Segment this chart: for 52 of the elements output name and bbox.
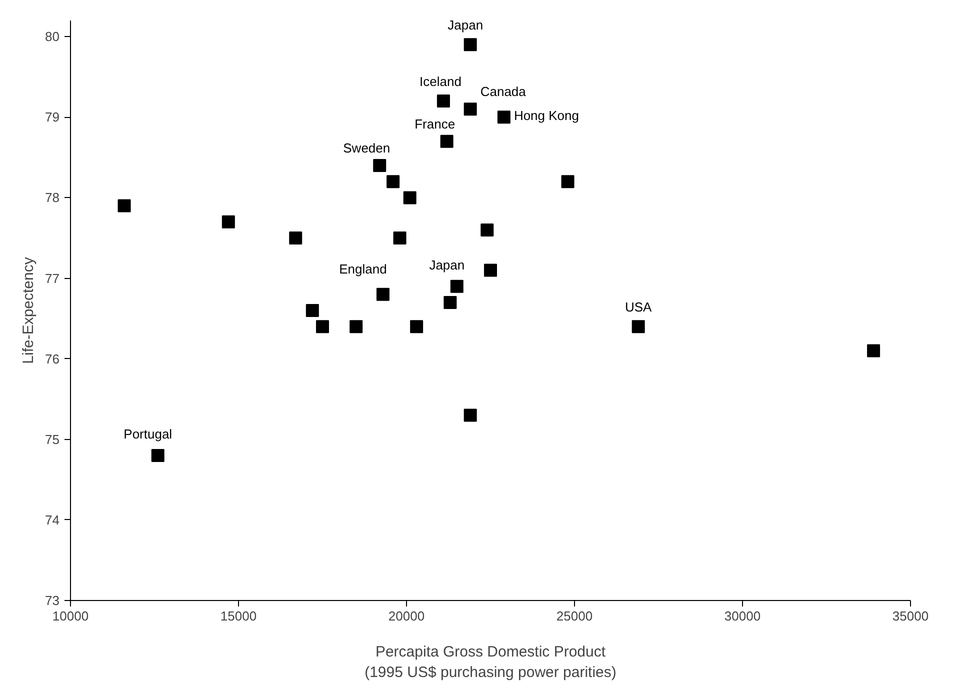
y-tick-label: 78 [45, 190, 60, 206]
point [118, 199, 131, 212]
point [464, 38, 477, 52]
point [306, 304, 319, 317]
x-axis-title: Percapita Gross Domestic Product (1995 US$ purchasing power parities) [364, 644, 616, 681]
annotation: Hong Kong [514, 108, 580, 124]
annotation: Japan [429, 257, 465, 272]
point [561, 175, 574, 188]
point [403, 191, 416, 204]
point [464, 408, 477, 422]
x-tick-label: 10000 [52, 608, 89, 624]
point [222, 215, 235, 228]
point [373, 159, 386, 172]
annotation: France [414, 116, 456, 132]
annotation: Sweden [343, 140, 390, 156]
annotation: Japan [448, 18, 484, 33]
y-tick-label: 76 [45, 351, 60, 366]
point [151, 449, 164, 462]
point [376, 288, 390, 301]
x-tick-label: 20000 [388, 608, 425, 624]
point [497, 110, 510, 124]
point [350, 320, 363, 334]
point [632, 320, 645, 334]
point [386, 175, 400, 188]
point [450, 280, 464, 293]
x-tick-label: 25000 [556, 608, 593, 624]
y-tick-label: 73 [45, 593, 60, 608]
y-axis-title: Life-Expectency [20, 256, 38, 364]
x-tick-label: 15000 [220, 608, 257, 624]
annotation: England [339, 261, 387, 276]
y-tick-label: 77 [45, 270, 60, 286]
x-tick-label: 35000 [892, 608, 929, 624]
annotation: Canada [480, 84, 527, 100]
point [436, 94, 450, 108]
annotation: Iceland [420, 74, 462, 90]
point [480, 223, 494, 236]
y-tick-label: 74 [45, 512, 60, 528]
x-tick-label: 30000 [724, 608, 761, 624]
point [444, 296, 457, 309]
point [316, 320, 329, 334]
point [440, 134, 454, 148]
y-tick-label: 75 [45, 432, 60, 447]
y-tick-label: 80 [45, 29, 60, 44]
point [410, 320, 424, 334]
annotation: USA [624, 300, 652, 315]
point [867, 344, 880, 358]
annotation: Portugal [124, 426, 172, 442]
point [289, 232, 302, 244]
y-tick-label: 79 [45, 110, 60, 125]
point [464, 102, 477, 116]
point [484, 264, 497, 277]
point [393, 232, 406, 244]
